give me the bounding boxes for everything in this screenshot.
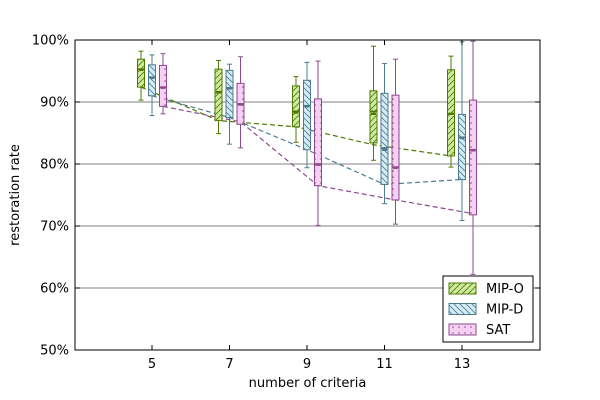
legend-swatch bbox=[448, 303, 477, 315]
y-axis-label: restoration rate bbox=[8, 144, 23, 246]
box-body bbox=[159, 64, 167, 107]
box-mip-o-5 bbox=[137, 50, 145, 101]
mean-marker bbox=[448, 112, 454, 115]
legend-label: MIP-D bbox=[486, 303, 523, 318]
y-tick-label: 100% bbox=[32, 34, 69, 49]
mean-marker bbox=[238, 103, 243, 106]
y-tick-label: 50% bbox=[40, 344, 69, 359]
box-mip-d-7 bbox=[225, 63, 234, 145]
legend-item-mip-d: MIP-D bbox=[448, 303, 523, 318]
legend-swatch bbox=[448, 323, 477, 336]
mean-marker bbox=[293, 111, 299, 114]
y-tick-label: 60% bbox=[40, 282, 69, 297]
x-axis-label: number of criteria bbox=[249, 376, 367, 391]
box-mip-d-9 bbox=[303, 61, 311, 169]
box-body bbox=[148, 64, 156, 97]
mean-marker bbox=[470, 149, 476, 152]
x-axis-ticks: 5 7 9 11 13 bbox=[148, 40, 470, 372]
box-mip-o-11 bbox=[369, 45, 378, 161]
legend-item-sat: SAT bbox=[448, 323, 510, 338]
box-mip-d-5 bbox=[148, 54, 156, 117]
box-mip-o-13 bbox=[447, 55, 455, 168]
mean-marker bbox=[371, 112, 376, 115]
mean-marker bbox=[149, 76, 155, 80]
box-body bbox=[469, 99, 477, 216]
legend-label: MIP-O bbox=[486, 282, 524, 297]
box-sat-7 bbox=[236, 56, 245, 149]
box-mip-d-13 bbox=[458, 41, 466, 221]
box-body bbox=[303, 79, 311, 151]
x-tick-label: 9 bbox=[303, 357, 311, 372]
x-tick-label: 5 bbox=[148, 357, 156, 372]
mean-marker bbox=[216, 90, 221, 94]
box-sat-9 bbox=[314, 60, 322, 226]
legend-item-mip-o: MIP-O bbox=[448, 282, 524, 297]
box-mip-d-11 bbox=[380, 63, 389, 205]
mean-marker bbox=[227, 87, 232, 90]
box-body bbox=[369, 90, 378, 144]
box-mip-o-7 bbox=[214, 59, 223, 135]
box-body bbox=[391, 94, 400, 201]
box-sat-11 bbox=[391, 58, 400, 225]
mean-marker bbox=[315, 163, 321, 166]
box-body bbox=[458, 113, 466, 180]
legend: MIP-O MIP-D SAT bbox=[442, 275, 534, 343]
box-body bbox=[225, 69, 234, 118]
legend-swatch bbox=[448, 282, 477, 295]
mean-marker bbox=[160, 86, 166, 89]
box-body bbox=[214, 68, 223, 122]
y-tick-label: 70% bbox=[40, 220, 69, 235]
box-sat-13 bbox=[469, 40, 477, 275]
y-axis-ticks: 50% 60% 70% 80% 90% 100% bbox=[32, 34, 540, 359]
mean-marker bbox=[304, 105, 310, 108]
x-tick-label: 13 bbox=[454, 357, 471, 372]
x-tick-label: 7 bbox=[225, 357, 233, 372]
y-tick-label: 80% bbox=[40, 158, 69, 173]
box-body bbox=[314, 98, 322, 187]
box-mip-o-9 bbox=[292, 76, 300, 143]
mean-marker bbox=[382, 148, 387, 151]
y-tick-label: 90% bbox=[40, 96, 69, 111]
x-tick-label: 11 bbox=[376, 357, 393, 372]
box-sat-5 bbox=[159, 53, 167, 115]
box-body bbox=[380, 92, 389, 185]
box-body bbox=[292, 85, 300, 128]
box-body bbox=[137, 58, 145, 88]
boxes bbox=[137, 40, 477, 275]
mean-marker bbox=[393, 166, 398, 169]
mean-marker bbox=[459, 136, 465, 140]
mean-marker bbox=[138, 68, 144, 71]
legend-label: SAT bbox=[486, 323, 510, 338]
